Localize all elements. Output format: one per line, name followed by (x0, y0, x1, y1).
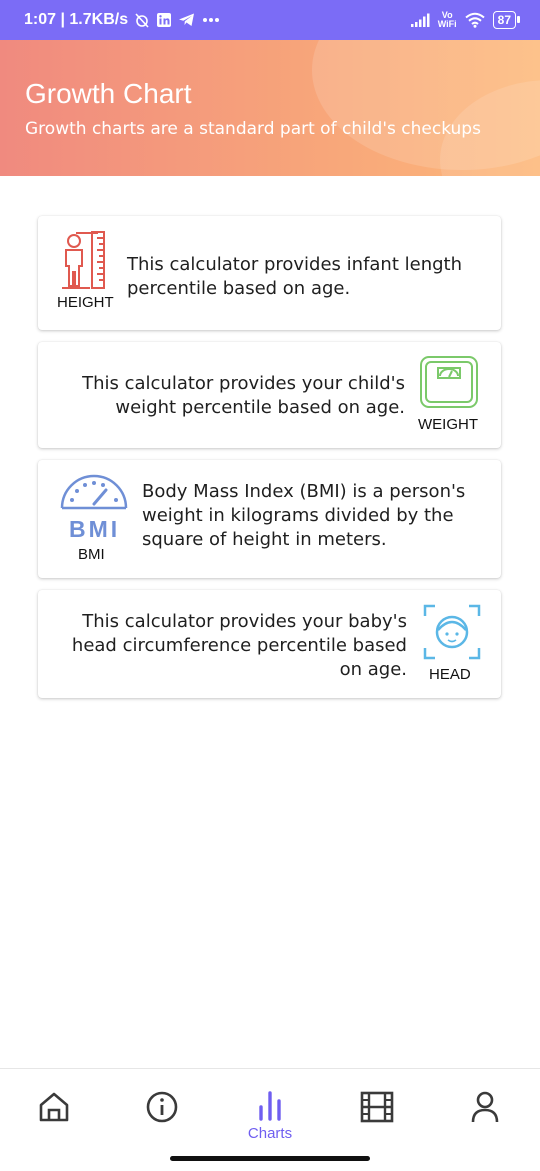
status-left: 1:07 | 1.7KB/s (24, 11, 220, 29)
app-header: Growth Chart Growth charts are a standar… (0, 40, 540, 176)
card-text-line: This calculator provides your baby's (82, 611, 407, 632)
alarm-off-icon (134, 12, 150, 28)
home-indicator[interactable] (170, 1156, 370, 1161)
card-text-line: weight in kilograms divided by the (142, 505, 454, 526)
weight-icon-label: WEIGHT (418, 416, 478, 433)
page-title: Growth Chart (25, 78, 192, 109)
head-icon-label: HEAD (429, 666, 471, 683)
head-calculator-card[interactable]: This calculator provides your baby's hea… (38, 590, 501, 698)
height-icon-label: HEIGHT (57, 294, 114, 311)
signal-icon (410, 13, 430, 27)
battery-indicator: 87 (492, 11, 521, 29)
head-card-text: This calculator provides your baby's hea… (72, 610, 407, 682)
bmi-calculator-card[interactable]: BMI BMI Body Mass Index (BMI) is a perso… (38, 460, 501, 578)
nav-videos[interactable] (347, 1089, 407, 1127)
weight-card-text: This calculator provides your child's we… (82, 372, 405, 420)
profile-icon (455, 1089, 515, 1125)
linkedin-icon (156, 12, 172, 28)
height-calculator-card[interactable]: HEIGHT This calculator provides infant l… (38, 216, 501, 330)
volte-bottom: WiFi (437, 19, 457, 29)
nav-info[interactable] (132, 1089, 192, 1127)
head-scan-icon (421, 602, 483, 666)
volte-top: Vo (441, 10, 453, 20)
height-measure-icon (56, 228, 112, 294)
weight-scale-icon (418, 354, 480, 414)
card-text-line: on age. (339, 659, 407, 680)
card-text-line: weight percentile based on age. (115, 397, 405, 418)
weight-calculator-card[interactable]: This calculator provides your child's we… (38, 342, 501, 448)
telegram-icon (178, 12, 196, 28)
status-right: Vo WiFi 87 (410, 11, 521, 29)
bmi-icon-label: BMI (78, 546, 105, 563)
height-card-text: This calculator provides infant length p… (127, 253, 462, 301)
bmi-gauge-icon (58, 470, 130, 514)
more-notifications-icon (202, 17, 220, 23)
nav-charts-label: Charts (247, 1125, 293, 1142)
bottom-navigation: Charts (0, 1068, 540, 1171)
page-subtitle: Growth charts are a standard part of chi… (25, 119, 481, 139)
bmi-icon-text: BMI (69, 516, 121, 542)
card-text-line: Body Mass Index (BMI) is a person's (142, 481, 466, 502)
nav-charts[interactable]: Charts (240, 1089, 300, 1142)
film-icon (347, 1089, 407, 1125)
volte-wifi-indicator: Vo WiFi (438, 11, 457, 29)
nav-home[interactable] (24, 1089, 84, 1127)
status-bar: 1:07 | 1.7KB/s Vo WiFi 87 (0, 0, 540, 40)
card-text-line: percentile based on age. (127, 278, 351, 299)
card-text-line: square of height in meters. (142, 529, 387, 550)
bmi-card-text: Body Mass Index (BMI) is a person's weig… (142, 480, 465, 552)
home-icon (24, 1089, 84, 1125)
wifi-icon (465, 12, 485, 28)
charts-icon (240, 1089, 300, 1123)
card-text-line: This calculator provides infant length (127, 254, 462, 275)
info-icon (132, 1089, 192, 1125)
status-time-speed: 1:07 | 1.7KB/s (24, 11, 129, 28)
card-text-line: This calculator provides your child's (82, 373, 405, 394)
nav-profile[interactable] (455, 1089, 515, 1127)
card-text-line: head circumference percentile based (71, 635, 407, 656)
